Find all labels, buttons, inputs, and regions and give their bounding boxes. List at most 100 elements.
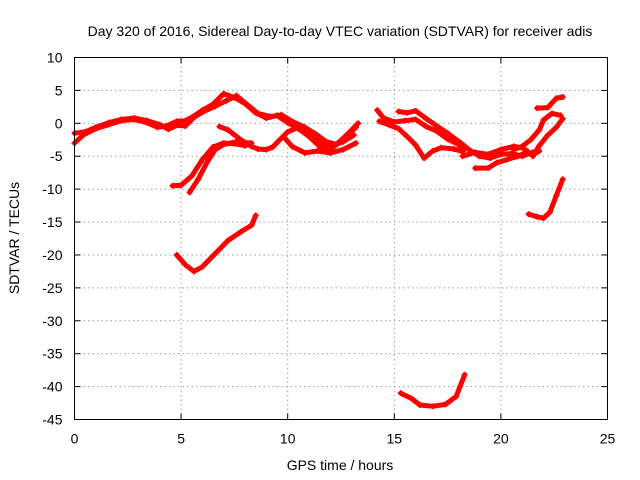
data-point: [92, 124, 99, 131]
data-series-pass-c: [169, 140, 255, 189]
data-point: [82, 128, 89, 135]
y-tick-label: -10: [42, 181, 62, 197]
data-point: [190, 268, 197, 275]
y-tick-label: -25: [42, 280, 62, 296]
data-point: [190, 114, 197, 121]
data-point: [433, 122, 440, 129]
data-point: [254, 110, 261, 117]
data-point: [544, 132, 551, 139]
data-point: [352, 140, 359, 147]
data-point: [212, 146, 219, 153]
x-tick-label: 5: [177, 431, 185, 447]
data-point: [546, 209, 553, 216]
data-point: [553, 124, 560, 131]
data-point: [380, 115, 387, 122]
y-tick-label: -45: [42, 412, 62, 428]
data-point: [412, 142, 419, 149]
data-point: [429, 147, 436, 154]
data-point: [519, 143, 526, 150]
data-point: [143, 117, 150, 124]
data-point: [295, 124, 302, 131]
data-point: [173, 251, 180, 258]
data-point: [423, 115, 430, 122]
data-series-pass-b: [71, 92, 359, 148]
data-point: [376, 118, 383, 125]
data-point: [421, 155, 428, 162]
data-point: [269, 144, 276, 151]
data-point: [225, 237, 232, 244]
data-point: [284, 128, 291, 135]
y-tick-label: -30: [42, 313, 62, 329]
data-point: [314, 147, 321, 154]
plot-frame: [74, 57, 608, 420]
data-point: [173, 122, 180, 129]
data-point: [178, 182, 185, 189]
data-point: [472, 149, 479, 156]
data-point: [350, 132, 357, 139]
data-point: [536, 126, 543, 133]
data-point: [408, 395, 415, 402]
data-point: [442, 401, 449, 408]
series-trace: [526, 176, 566, 221]
data-point: [225, 126, 232, 133]
data-point: [263, 146, 270, 153]
data-point: [352, 124, 359, 131]
data-point: [404, 109, 411, 116]
data-point: [395, 125, 402, 132]
data-point: [553, 95, 560, 102]
data-point: [433, 128, 440, 135]
data-point: [429, 403, 436, 410]
data-point: [416, 402, 423, 409]
grid-layer: [74, 57, 608, 420]
data-point: [401, 117, 408, 124]
y-axis-label: SDTVAR / TECUs: [6, 182, 22, 294]
data-point: [222, 97, 229, 104]
data-point: [412, 107, 419, 114]
data-point: [461, 371, 468, 378]
data-point: [248, 143, 255, 150]
data-point: [248, 222, 255, 229]
data-point: [559, 93, 566, 100]
data-point: [237, 136, 244, 143]
data-point: [527, 136, 534, 143]
data-point: [212, 250, 219, 257]
data-point: [559, 176, 566, 183]
data-point: [327, 144, 334, 151]
data-point: [497, 146, 504, 153]
data-point: [525, 211, 532, 218]
series-trace: [534, 94, 566, 111]
data-point: [306, 130, 313, 137]
data-point: [391, 119, 398, 126]
data-point: [374, 107, 381, 114]
data-point: [540, 215, 547, 222]
data-point: [237, 228, 244, 235]
data-series-pass-f: [280, 133, 359, 156]
y-tick-label: -5: [50, 148, 63, 164]
data-point: [252, 212, 259, 219]
data-point: [412, 116, 419, 123]
data-point: [105, 119, 112, 126]
data-point: [404, 133, 411, 140]
data-point: [182, 122, 189, 129]
y-tick-label: -35: [42, 346, 62, 362]
y-tick-label: 5: [55, 82, 63, 98]
data-point: [529, 153, 536, 160]
data-point: [131, 115, 138, 122]
data-point: [199, 263, 206, 270]
data-series-pass-d: [186, 138, 253, 196]
data-point: [276, 137, 283, 144]
data-series-pass-q: [397, 371, 468, 410]
data-point: [242, 99, 249, 106]
data-point: [340, 138, 347, 145]
data-point: [534, 213, 541, 220]
data-point: [195, 176, 202, 183]
series-layer: [71, 90, 566, 410]
data-point: [278, 111, 285, 118]
data-point: [397, 390, 404, 397]
data-point: [216, 123, 223, 130]
data-point: [455, 138, 462, 145]
data-series-pass-e: [216, 123, 357, 153]
y-tick-label: -20: [42, 247, 62, 263]
data-point: [188, 172, 195, 179]
x-tick-label: 25: [600, 431, 616, 447]
